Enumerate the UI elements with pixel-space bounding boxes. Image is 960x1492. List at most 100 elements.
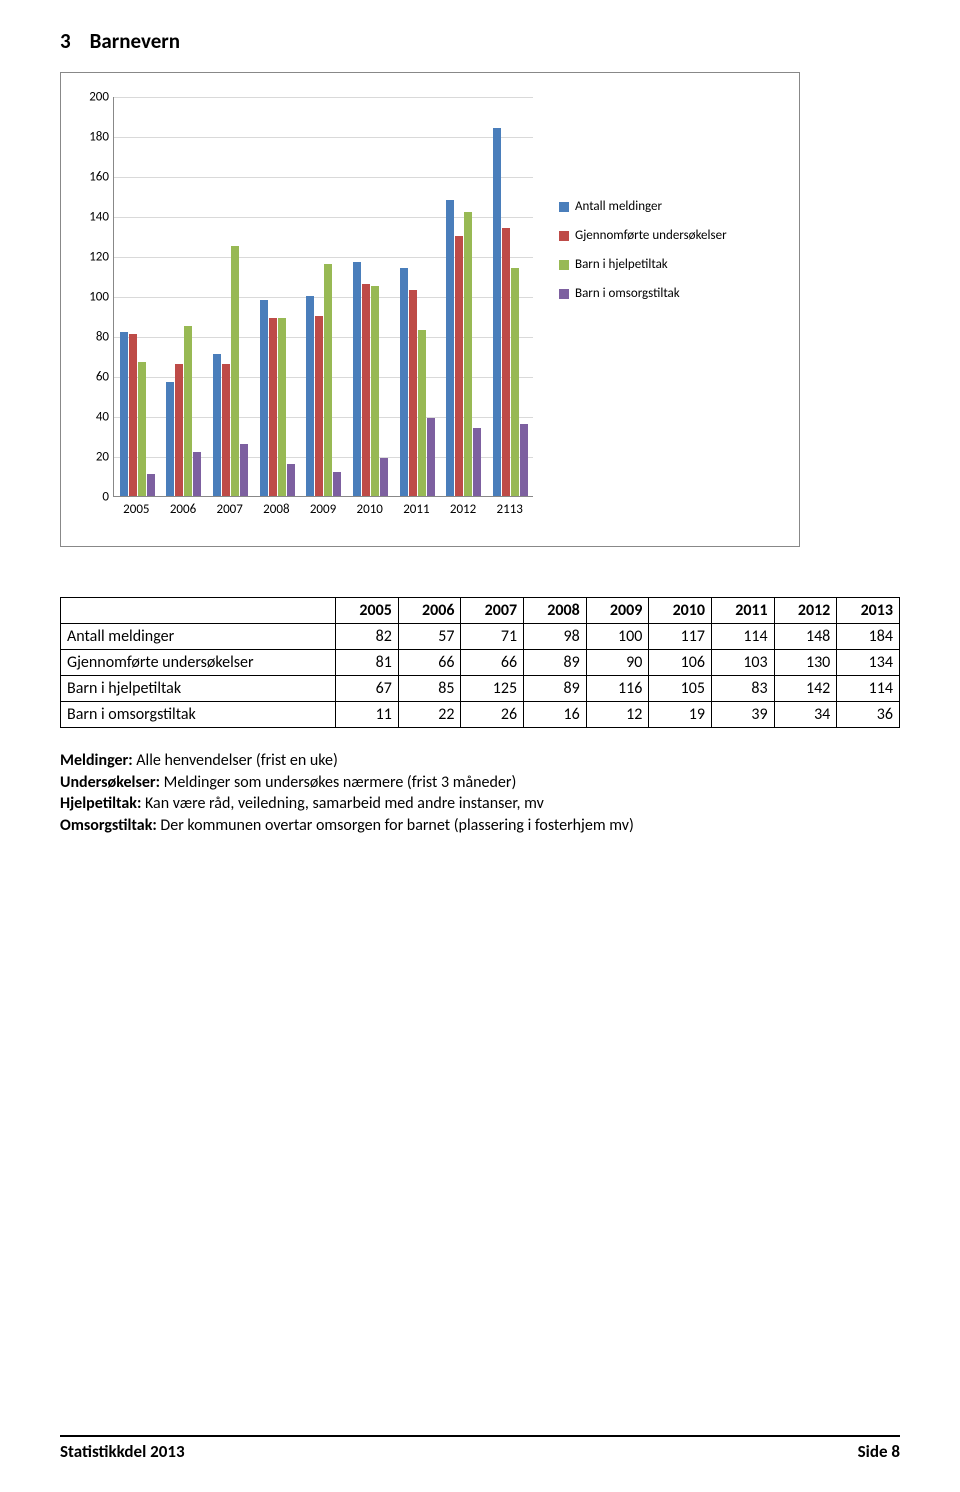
table-cell: 125 (461, 676, 524, 702)
table-cell: 116 (586, 676, 649, 702)
table-cell: 11 (336, 702, 399, 728)
chart-bar (333, 472, 341, 496)
chart-gridline (114, 177, 533, 178)
chart-ytick: 120 (71, 250, 109, 265)
table-cell: 71 (461, 624, 524, 650)
chart-xtick: 2011 (393, 502, 440, 517)
chart-bar (446, 200, 454, 496)
chart-ytick: 0 (71, 490, 109, 505)
definition-term: Undersøkelser: (60, 773, 160, 792)
legend-swatch (559, 289, 569, 299)
chart-gridline (114, 137, 533, 138)
table-cell: 134 (837, 650, 900, 676)
table-cell: 83 (712, 676, 775, 702)
table-cell: 89 (524, 676, 587, 702)
chart-gridline (114, 97, 533, 98)
chart-bar-group (394, 268, 441, 496)
chart-x-axis: 200520062007200820092010201120122113 (113, 502, 533, 517)
chart-ytick: 20 (71, 450, 109, 465)
definition-text: Der kommunen overtar omsorgen for barnet… (157, 816, 634, 835)
table-cell: 57 (398, 624, 461, 650)
table-cell: 22 (398, 702, 461, 728)
chart-bar-group (161, 326, 208, 496)
page-footer: Statistikkdel 2013 Side 8 (60, 1435, 900, 1462)
chart-bar (511, 268, 519, 496)
chart-bar (306, 296, 314, 496)
table-header-cell: 2006 (398, 598, 461, 624)
table-cell: 142 (774, 676, 837, 702)
table-cell: Antall meldinger (61, 624, 336, 650)
table-row: Barn i omsorgstiltak112226161219393436 (61, 702, 900, 728)
table-cell: 89 (524, 650, 587, 676)
chart-bar-group (207, 246, 254, 496)
chart-ytick: 160 (71, 170, 109, 185)
chart-ytick: 60 (71, 370, 109, 385)
table-cell: 16 (524, 702, 587, 728)
table-cell: 66 (398, 650, 461, 676)
table-cell: 106 (649, 650, 712, 676)
legend-item: Barn i hjelpetiltak (559, 257, 781, 272)
chart-bar (129, 334, 137, 496)
chart-ytick: 100 (71, 290, 109, 305)
legend-swatch (559, 202, 569, 212)
table-cell: 66 (461, 650, 524, 676)
footer-left: Statistikkdel 2013 (60, 1441, 185, 1462)
legend-item: Barn i omsorgstiltak (559, 286, 781, 301)
definition-term: Meldinger: (60, 751, 133, 770)
table-header-cell (61, 598, 336, 624)
table-cell: 19 (649, 702, 712, 728)
table-header-cell: 2005 (336, 598, 399, 624)
footer-right: Side 8 (858, 1441, 900, 1462)
chart-bar (409, 290, 417, 496)
table-header-cell: 2013 (837, 598, 900, 624)
table-cell: Barn i hjelpetiltak (61, 676, 336, 702)
table-row: Gjennomførte undersøkelser81666689901061… (61, 650, 900, 676)
chart-bar-group (301, 264, 348, 496)
legend-label: Antall meldinger (575, 199, 662, 214)
legend-label: Barn i hjelpetiltak (575, 257, 668, 272)
table-cell: 100 (586, 624, 649, 650)
table-cell: 117 (649, 624, 712, 650)
legend-label: Barn i omsorgstiltak (575, 286, 680, 301)
chart-ytick: 40 (71, 410, 109, 425)
table-cell: 26 (461, 702, 524, 728)
table-cell: 105 (649, 676, 712, 702)
table-cell: 130 (774, 650, 837, 676)
table-cell: 114 (712, 624, 775, 650)
chart-bar (493, 128, 501, 496)
chart-bar (269, 318, 277, 496)
table-header-cell: 2010 (649, 598, 712, 624)
chart-xtick: 2007 (206, 502, 253, 517)
chart-bar (147, 474, 155, 496)
chart-bar (240, 444, 248, 496)
chart-xtick: 2012 (440, 502, 487, 517)
table-cell: 67 (336, 676, 399, 702)
chart-bar (418, 330, 426, 496)
definition-line: Undersøkelser: Meldinger som undersøkes … (60, 772, 900, 794)
chart-bar-group (487, 128, 534, 496)
definitions-block: Meldinger: Alle henvendelser (frist en u… (60, 750, 900, 836)
table-cell: 81 (336, 650, 399, 676)
table-cell: 114 (837, 676, 900, 702)
table-cell: Gjennomførte undersøkelser (61, 650, 336, 676)
chart-bar (278, 318, 286, 496)
chart-bar (324, 264, 332, 496)
chart-bar (473, 428, 481, 496)
definition-term: Hjelpetiltak: (60, 794, 141, 813)
legend-swatch (559, 231, 569, 241)
section-number: 3 (60, 28, 71, 54)
table-cell: 103 (712, 650, 775, 676)
table-cell: 148 (774, 624, 837, 650)
section-title-text: Barnevern (90, 28, 180, 54)
chart-bar (222, 364, 230, 496)
chart-ytick: 200 (71, 90, 109, 105)
definition-text: Alle henvendelser (frist en uke) (133, 751, 338, 770)
chart-bar (502, 228, 510, 496)
chart-ytick: 140 (71, 210, 109, 225)
chart-bar (138, 362, 146, 496)
chart-xtick: 2006 (160, 502, 207, 517)
table-cell: 184 (837, 624, 900, 650)
chart-xtick: 2009 (300, 502, 347, 517)
chart-xtick: 2113 (486, 502, 533, 517)
legend-label: Gjennomførte undersøkelser (575, 228, 727, 243)
